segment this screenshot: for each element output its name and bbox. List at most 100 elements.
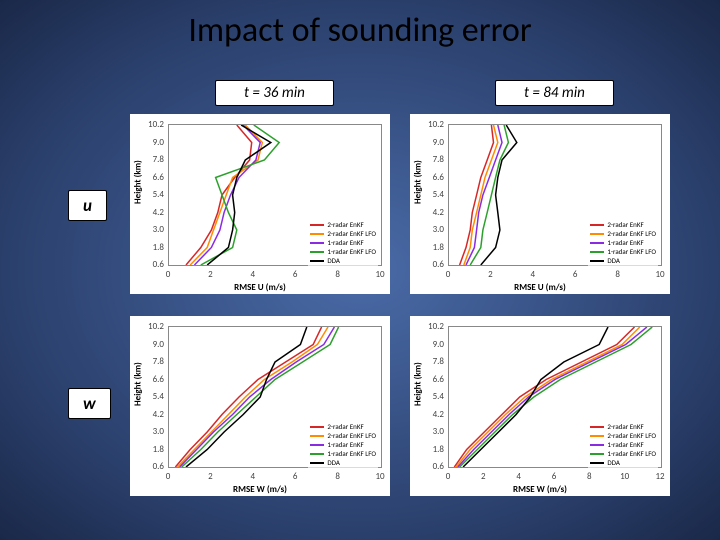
legend-swatch	[310, 233, 324, 235]
x-axis-label: RMSE W (m/s)	[410, 484, 670, 495]
xtick: 4	[251, 471, 256, 482]
variable-label-w: w	[68, 388, 111, 419]
y-axis-label: Height (km)	[133, 160, 144, 204]
y-axis-label: Height (km)	[133, 362, 144, 406]
xtick: 6	[293, 471, 298, 482]
chart-panel-w-36min: 0.61.83.04.25.46.67.89.010.2Height (km)0…	[130, 316, 390, 496]
xtick: 2	[488, 269, 493, 280]
legend-label: 2-radar EnKF	[607, 220, 643, 229]
xtick: 12	[655, 471, 664, 482]
legend-item: 2-radar EnKF	[590, 220, 656, 229]
page-title: Impact of sounding error	[0, 10, 720, 51]
legend-swatch	[590, 224, 604, 226]
legend-item: DDA	[310, 256, 376, 265]
legend-swatch	[310, 242, 324, 244]
ytick: 4.2	[410, 409, 444, 420]
legend-label: 2-radar EnKF	[327, 422, 363, 431]
ytick: 0.6	[130, 461, 164, 472]
legend-swatch	[310, 426, 324, 428]
ytick: 10.2	[410, 119, 444, 130]
legend-item: 2-radar EnKF LFO	[310, 431, 376, 440]
legend-item: DDA	[590, 256, 656, 265]
legend-label: 1-radar EnKF LFO	[607, 247, 656, 256]
legend-swatch	[310, 435, 324, 437]
xtick: 6	[293, 269, 298, 280]
x-axis-label: RMSE U (m/s)	[410, 282, 670, 293]
xtick: 8	[615, 269, 620, 280]
variable-label-u: u	[68, 190, 107, 221]
legend-swatch	[310, 260, 324, 262]
legend-label: 2-radar EnKF	[607, 422, 643, 431]
xtick: 10	[655, 269, 664, 280]
ytick: 9.0	[130, 137, 164, 148]
xtick: 0	[446, 269, 451, 280]
xtick: 2	[208, 269, 213, 280]
ytick: 1.8	[410, 242, 444, 253]
ytick: 0.6	[410, 259, 444, 270]
legend-item: 1-radar EnKF LFO	[590, 247, 656, 256]
y-axis-label: Height (km)	[413, 362, 424, 406]
ytick: 3.0	[410, 426, 444, 437]
series-line-r2	[460, 125, 494, 265]
legend-item: 1-radar EnKF	[590, 238, 656, 247]
series-line-r1	[194, 125, 260, 265]
chart-legend: 2-radar EnKF2-radar EnKF LFO1-radar EnKF…	[588, 420, 658, 469]
ytick: 1.8	[130, 242, 164, 253]
ytick: 9.0	[130, 339, 164, 350]
legend-item: 1-radar EnKF	[310, 238, 376, 247]
chart-legend: 2-radar EnKF2-radar EnKF LFO1-radar EnKF…	[588, 218, 658, 267]
ytick: 1.8	[410, 444, 444, 455]
legend-label: 2-radar EnKF	[327, 220, 363, 229]
ytick: 3.0	[130, 426, 164, 437]
series-line-dda	[463, 327, 608, 467]
xtick: 4	[516, 471, 521, 482]
xtick: 4	[251, 269, 256, 280]
legend-label: 1-radar EnKF	[607, 440, 643, 449]
legend-item: 2-radar EnKF	[310, 422, 376, 431]
chart-panel-w-84min: 0.61.83.04.25.46.67.89.010.2Height (km)0…	[410, 316, 670, 496]
xtick: 2	[208, 471, 213, 482]
legend-label: 2-radar EnKF LFO	[327, 431, 376, 440]
x-axis-label: RMSE W (m/s)	[130, 484, 390, 495]
legend-item: DDA	[310, 458, 376, 467]
ytick: 3.0	[410, 224, 444, 235]
legend-item: 2-radar EnKF LFO	[590, 229, 656, 238]
legend-label: 1-radar EnKF LFO	[607, 449, 656, 458]
legend-item: 2-radar EnKF LFO	[310, 229, 376, 238]
ytick: 9.0	[410, 137, 444, 148]
legend-swatch	[310, 462, 324, 464]
legend-item: 2-radar EnKF LFO	[590, 431, 656, 440]
legend-label: 2-radar EnKF LFO	[607, 229, 656, 238]
xtick: 8	[587, 471, 592, 482]
legend-label: 1-radar EnKF	[327, 440, 363, 449]
legend-swatch	[590, 260, 604, 262]
ytick: 10.2	[130, 119, 164, 130]
ytick: 10.2	[130, 321, 164, 332]
legend-swatch	[590, 251, 604, 253]
legend-item: 1-radar EnKF LFO	[310, 449, 376, 458]
legend-swatch	[590, 444, 604, 446]
legend-label: 1-radar EnKF LFO	[327, 449, 376, 458]
xtick: 2	[481, 471, 486, 482]
time-header-left: t = 36 min	[215, 80, 334, 106]
time-header-right: t = 84 min	[495, 80, 614, 106]
ytick: 4.2	[130, 207, 164, 218]
xtick: 6	[552, 471, 557, 482]
xtick: 8	[335, 471, 340, 482]
xtick: 10	[620, 471, 629, 482]
ytick: 9.0	[410, 339, 444, 350]
legend-label: DDA	[327, 458, 340, 467]
legend-label: DDA	[327, 256, 340, 265]
xtick: 8	[335, 269, 340, 280]
legend-swatch	[590, 233, 604, 235]
legend-swatch	[310, 251, 324, 253]
xtick: 4	[531, 269, 536, 280]
series-line-dda	[481, 125, 517, 265]
chart-legend: 2-radar EnKF2-radar EnKF LFO1-radar EnKF…	[308, 218, 378, 267]
xtick: 0	[166, 269, 171, 280]
ytick: 0.6	[410, 461, 444, 472]
legend-label: 1-radar EnKF LFO	[327, 247, 376, 256]
legend-item: DDA	[590, 458, 656, 467]
legend-item: 1-radar EnKF	[590, 440, 656, 449]
ytick: 10.2	[410, 321, 444, 332]
